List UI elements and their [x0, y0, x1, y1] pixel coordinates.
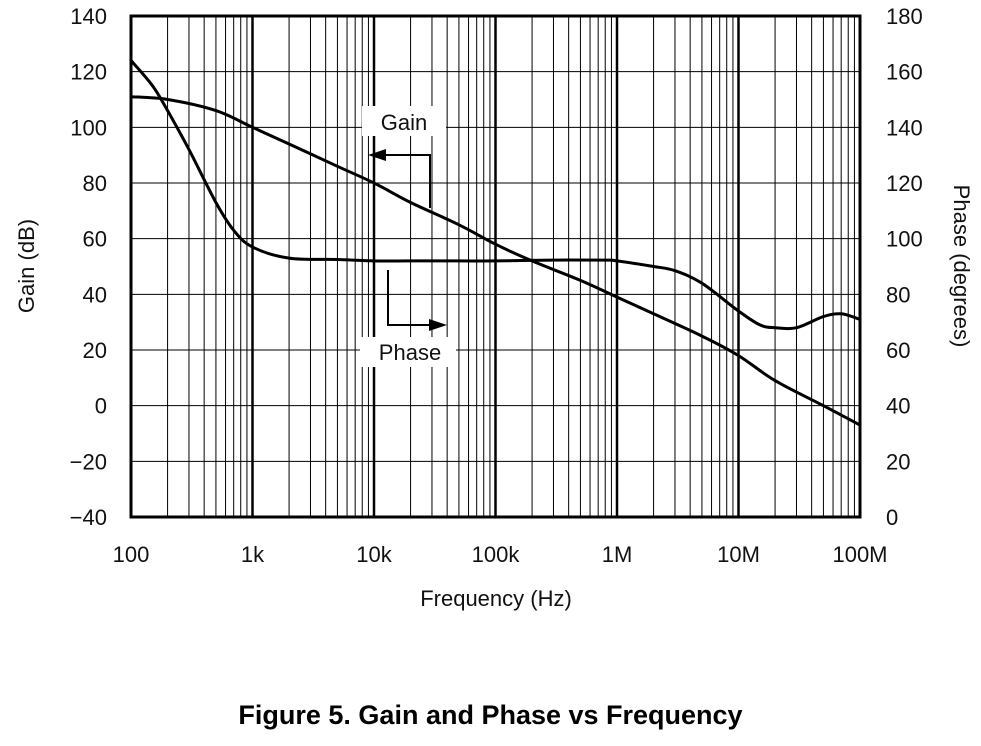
y-tick-label: 80: [83, 171, 107, 196]
y-right-tick-label: 40: [886, 394, 910, 419]
y-tick-label: −40: [70, 505, 107, 530]
annotations: Gain Phase: [360, 106, 456, 367]
y-right-tick-label: 0: [886, 505, 898, 530]
plot-frame: [129, 14, 862, 519]
phase-annotation-arrowhead: [429, 319, 447, 331]
phase-annotation-box: [360, 337, 456, 367]
gain-annotation-label: Gain: [381, 110, 427, 135]
y-right-tick-label: 80: [886, 282, 910, 307]
x-axis-title: Frequency (Hz): [420, 586, 572, 611]
series-group: [129, 59, 862, 427]
x-tick-label: 1M: [602, 542, 633, 567]
y-right-tick-label: 160: [886, 60, 923, 85]
phase-annotation-leader: [387, 270, 434, 326]
y-tick-label: 40: [83, 282, 107, 307]
x-tick-label: 100k: [472, 542, 521, 567]
y-right-axis-title: Phase (degrees): [949, 185, 974, 348]
y-right-tick-label: 100: [886, 227, 923, 252]
x-tick-label: 10M: [717, 542, 760, 567]
y-tick-label: 120: [70, 60, 107, 85]
y-right-tick-label: 60: [886, 338, 910, 363]
y-right-tick-label: 180: [886, 4, 923, 29]
gain-phase-chart: 100 1k 10k 100k 1M 10M 100M −40 −20 0 20 40 60 80 100…: [14, 4, 974, 611]
y-tick-label: 60: [83, 227, 107, 252]
y-right-tick-labels: 0 20 40 60 80 100 120 140 160 180: [886, 4, 923, 530]
x-tick-labels: 100 1k 10k 100k 1M 10M 100M: [113, 542, 888, 567]
y-right-tick-label: 20: [886, 449, 910, 474]
gain-series-line: [129, 95, 862, 427]
y-tick-label: 20: [83, 338, 107, 363]
x-tick-label: 100: [113, 542, 150, 567]
gain-annotation-arrowhead: [368, 149, 386, 161]
phase-series-line: [129, 59, 862, 331]
y-right-tick-label: 140: [886, 115, 923, 140]
y-tick-label: −20: [70, 449, 107, 474]
x-tick-label: 10k: [356, 542, 392, 567]
figure-caption: Figure 5. Gain and Phase vs Frequency: [238, 700, 743, 730]
y-tick-labels: −40 −20 0 20 40 60 80 100 120 140: [70, 4, 107, 530]
x-tick-label: 100M: [832, 542, 887, 567]
chart-grid: [129, 15, 862, 518]
gain-annotation-leader: [380, 154, 431, 208]
y-tick-label: 140: [70, 4, 107, 29]
gain-annotation-box: [362, 106, 446, 136]
y-tick-label: 100: [70, 115, 107, 140]
phase-annotation-label: Phase: [379, 340, 441, 365]
y-axis-title: Gain (dB): [14, 219, 39, 313]
y-tick-label: 0: [95, 394, 107, 419]
y-right-tick-label: 120: [886, 171, 923, 196]
x-tick-label: 1k: [241, 542, 265, 567]
